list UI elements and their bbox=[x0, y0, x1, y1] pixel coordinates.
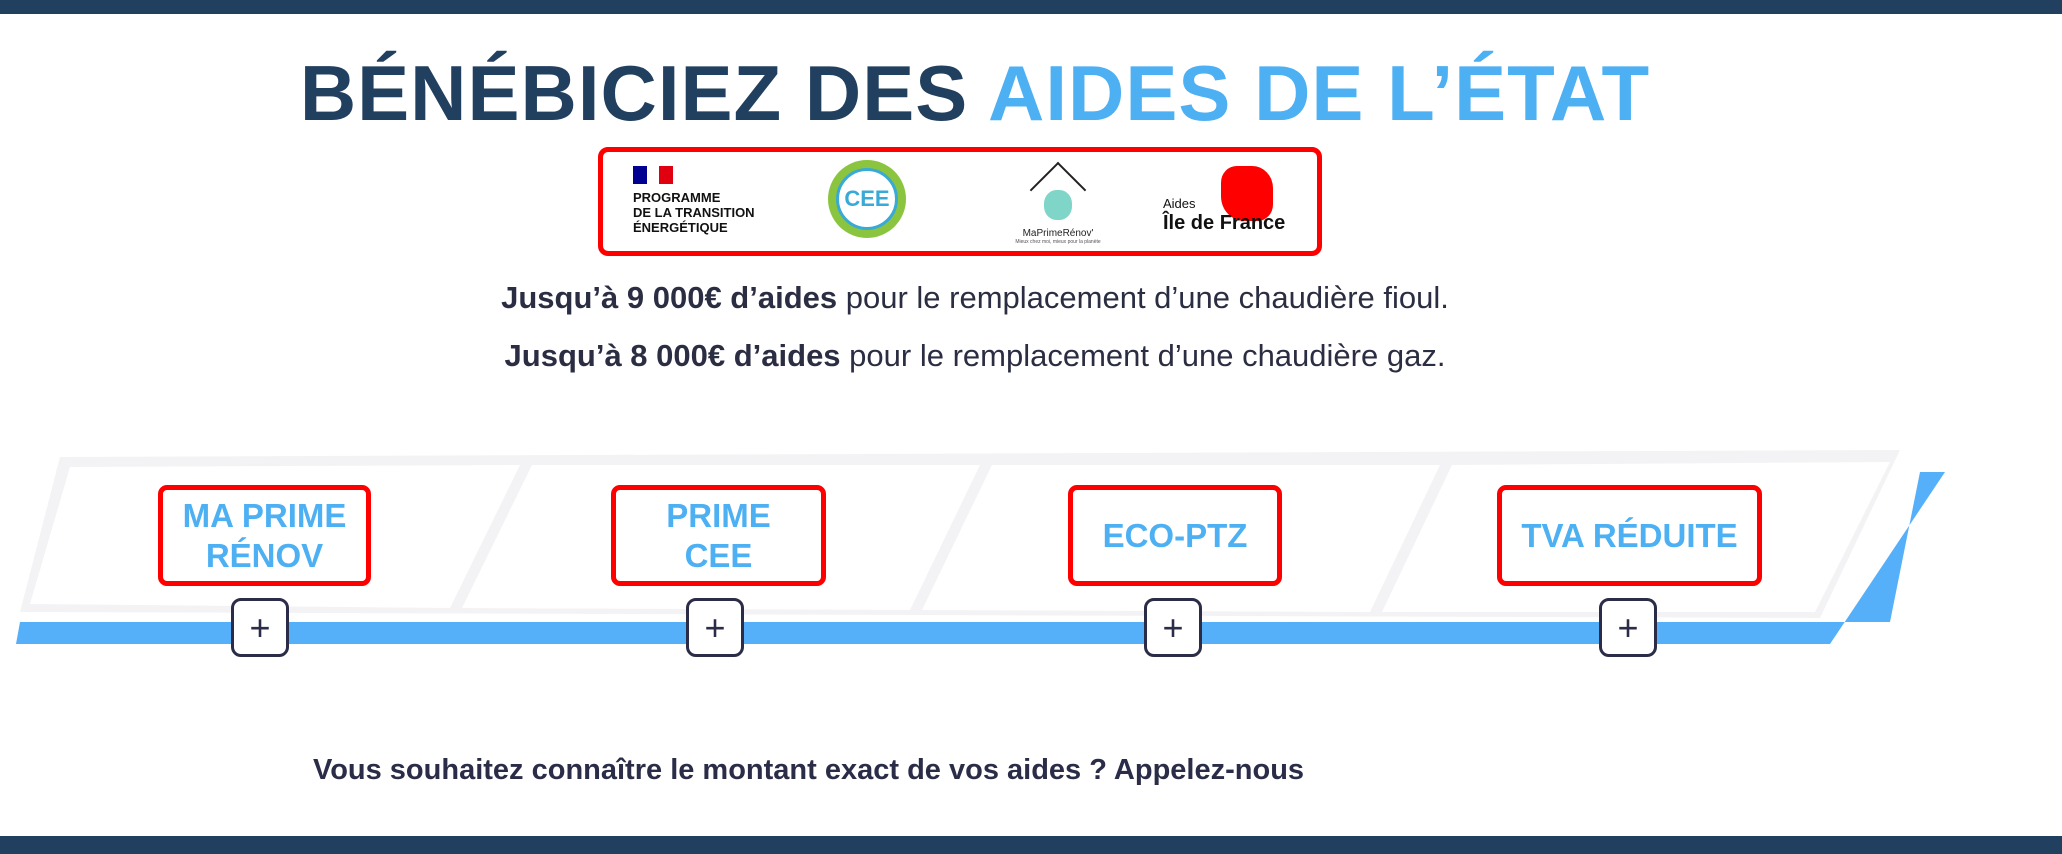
mascot-icon bbox=[1044, 190, 1072, 220]
aide-label: TVA RÉDUITE bbox=[1521, 516, 1738, 554]
cee-logo: CEE bbox=[828, 160, 906, 238]
programme-transition-logo: PROGRAMME DE LA TRANSITION ÉNERGÉTIQUE bbox=[633, 166, 755, 235]
partner-logos: PROGRAMME DE LA TRANSITION ÉNERGÉTIQUE C… bbox=[598, 147, 1322, 256]
idf-logo: Aides Île de France bbox=[1163, 166, 1303, 246]
expand-eco-ptz-button[interactable]: + bbox=[1144, 598, 1202, 657]
bottom-bar bbox=[0, 836, 2062, 854]
expand-ma-prime-renov-button[interactable]: + bbox=[231, 598, 289, 657]
idf-map-icon bbox=[1221, 166, 1273, 221]
idf-small-label: Aides bbox=[1163, 196, 1196, 211]
expand-tva-reduite-button[interactable]: + bbox=[1599, 598, 1657, 657]
cee-label: CEE bbox=[836, 168, 898, 230]
expand-prime-cee-button[interactable]: + bbox=[686, 598, 744, 657]
top-bar bbox=[0, 0, 2062, 14]
maprimerenov-logo: MaPrimeRénov' Mieux chez moi, mieux pour… bbox=[998, 160, 1118, 245]
timeline-blue-bar bbox=[16, 472, 1945, 644]
programme-label: PROGRAMME DE LA TRANSITION ÉNERGÉTIQUE bbox=[633, 190, 755, 235]
call-to-action: Vous souhaitez connaître le montant exac… bbox=[313, 754, 1305, 786]
aide-prime-cee[interactable]: PRIME CEE bbox=[611, 485, 826, 586]
intro-line-1: Jusqu’à 9 000€ d’aides pour le remplacem… bbox=[0, 280, 1950, 316]
house-roof-icon bbox=[1029, 161, 1087, 219]
french-flag-icon bbox=[633, 166, 755, 184]
intro-2-rest: pour le remplacement d’une chaudière gaz… bbox=[840, 338, 1446, 373]
intro-1-bold: Jusqu’à 9 000€ d’aides bbox=[501, 280, 838, 315]
title-part-1: BÉNÉBICIEZ DES bbox=[299, 49, 989, 137]
idf-big-label: Île de France bbox=[1163, 212, 1286, 234]
title-part-2: AIDES DE L’ÉTAT bbox=[988, 49, 1651, 137]
aide-tva-reduite[interactable]: TVA RÉDUITE bbox=[1497, 485, 1762, 586]
maprimerenov-tagline: Mieux chez moi, mieux pour la planète bbox=[1015, 239, 1101, 245]
aide-ma-prime-renov[interactable]: MA PRIME RÉNOV bbox=[158, 485, 371, 586]
aide-label: MA PRIME RÉNOV bbox=[182, 496, 347, 574]
aide-eco-ptz[interactable]: ECO-PTZ bbox=[1068, 485, 1282, 586]
maprimerenov-label: MaPrimeRénov' bbox=[1022, 228, 1094, 239]
intro-line-2: Jusqu’à 8 000€ d’aides pour le remplacem… bbox=[0, 338, 1950, 374]
intro-1-rest: pour le remplacement d’une chaudière fio… bbox=[837, 280, 1449, 315]
intro-2-bold: Jusqu’à 8 000€ d’aides bbox=[504, 338, 841, 373]
aide-label: ECO-PTZ bbox=[1102, 516, 1248, 554]
page-title: BÉNÉBICIEZ DES AIDES DE L’ÉTAT bbox=[0, 48, 1950, 139]
aide-label: PRIME CEE bbox=[666, 496, 771, 574]
